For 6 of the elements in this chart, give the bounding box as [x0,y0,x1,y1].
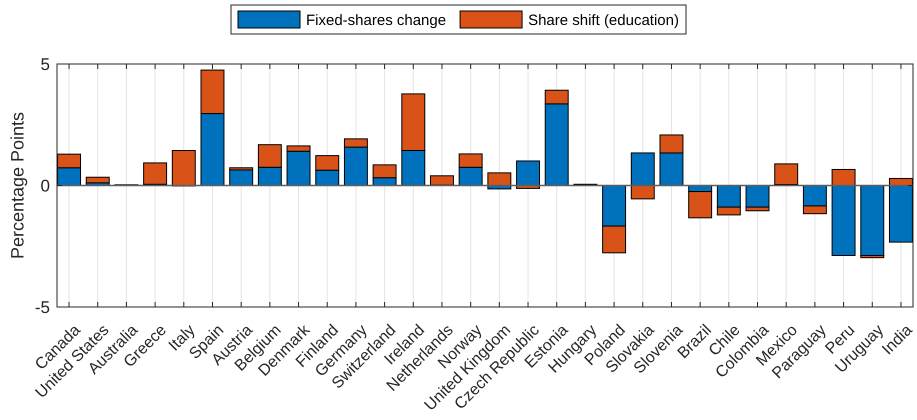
legend-label: Share shift (education) [528,12,679,29]
y-tick-label: -5 [34,298,50,317]
y-tick-label: 5 [40,54,50,74]
legend-label: Fixed-shares change [306,12,446,29]
y-axis-title: Percentage Points [7,112,28,260]
y-tick-label: 0 [40,176,50,196]
